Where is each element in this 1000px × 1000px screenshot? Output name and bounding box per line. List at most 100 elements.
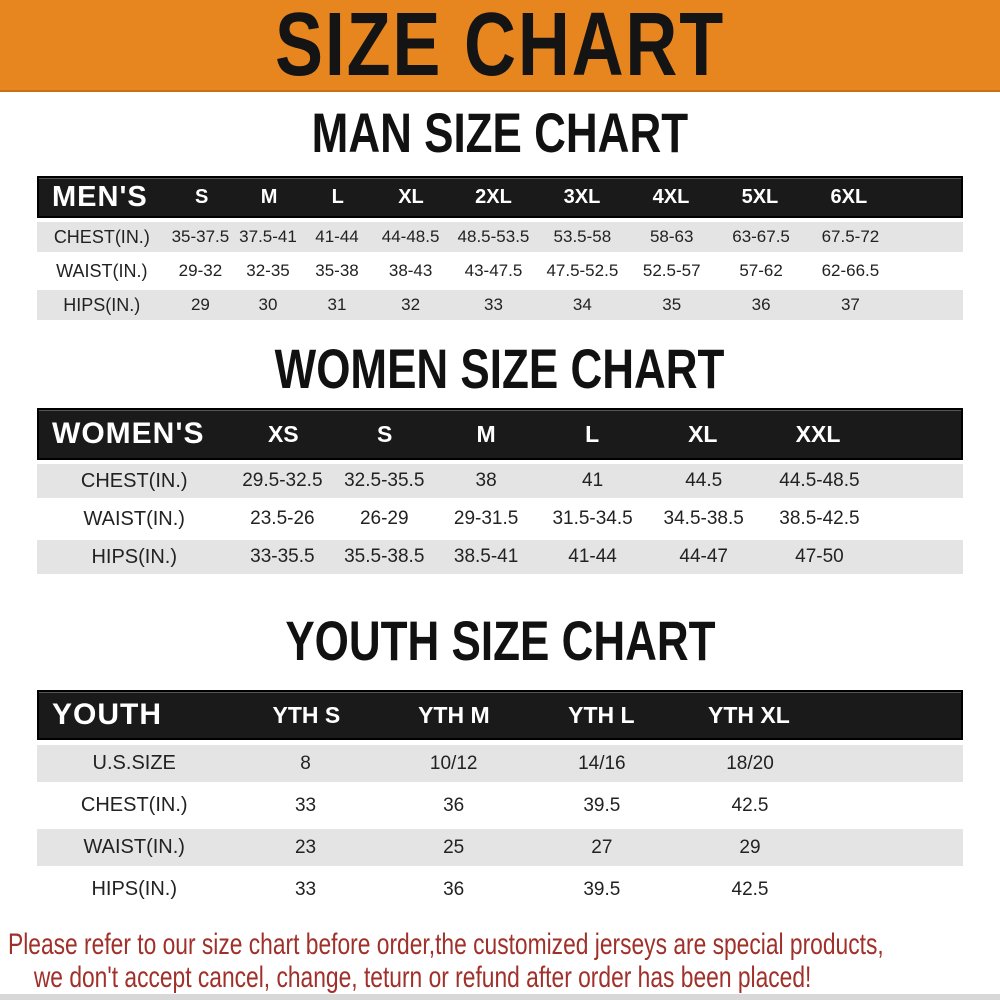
size-value-cell: 38-43 bbox=[388, 261, 433, 280]
size-value-cell: 33 bbox=[484, 295, 503, 314]
column-header-m: M bbox=[476, 420, 496, 447]
section-heading: YOUTH SIZE CHART bbox=[284, 609, 716, 673]
column-header-4xl: 4XL bbox=[652, 185, 690, 208]
column-header-yth-l: YTH L bbox=[568, 701, 635, 728]
size-value-cell: 35-37.5 bbox=[171, 227, 230, 246]
table-row-hips-in-: HIPS(IN.) 29 30 31 32 33 34 35 36 37 bbox=[37, 290, 963, 320]
size-value-cell: 14/16 bbox=[578, 752, 626, 774]
size-value-cell: 23 bbox=[294, 836, 317, 858]
column-header-xl: XL bbox=[688, 420, 718, 447]
size-value-cell: 29 bbox=[739, 836, 761, 858]
size-value-cell: 43-47.5 bbox=[464, 261, 523, 280]
size-value-cell: 44-47 bbox=[679, 546, 728, 567]
column-header-yth-xl: YTH XL bbox=[708, 701, 790, 728]
size-value-cell: 36 bbox=[443, 794, 465, 816]
size-value-cell: 57-62 bbox=[739, 261, 783, 280]
section-youth-size-chart: YOUTH SIZE CHART YOUTH YTH S YTH M YTH L YT… bbox=[37, 609, 963, 908]
banner-title: SIZE CHART bbox=[275, 0, 725, 95]
size-value-cell: 37.5-41 bbox=[239, 227, 297, 246]
table-row-waist-in-: WAIST(IN.) 29-32 32-35 35-38 38-43 43-47.5 47.… bbox=[37, 256, 963, 286]
section-heading: WOMEN SIZE CHART bbox=[275, 337, 725, 401]
table-row-chest-in-: CHEST(IN.) 33 36 39.5 42.5 bbox=[37, 787, 963, 824]
table-rows: U.S.SIZE 8 10/12 14/16 18/20 CHEST(IN.) 33 36 39… bbox=[37, 745, 963, 908]
size-value-cell: 10/12 bbox=[429, 752, 478, 774]
size-value-cell: 44-48.5 bbox=[381, 227, 440, 246]
row-label: HIPS(IN.) bbox=[91, 545, 177, 568]
size-value-cell: 58-63 bbox=[649, 227, 694, 246]
section-heading: MAN SIZE CHART bbox=[311, 101, 689, 165]
size-value-cell: 27 bbox=[591, 836, 613, 858]
table-row-chest-in-: CHEST(IN.) 29.5-32.5 32.5-35.5 38 41 44.5 44.5… bbox=[37, 464, 963, 498]
size-value-cell: 41 bbox=[582, 470, 604, 491]
row-label: WAIST(IN.) bbox=[56, 260, 148, 281]
size-value-cell: 39.5 bbox=[583, 878, 621, 900]
size-value-cell: 32 bbox=[401, 295, 421, 314]
size-value-cell: 41-44 bbox=[315, 227, 359, 246]
size-value-cell: 47-50 bbox=[795, 546, 844, 567]
column-header-yth-s: YTH S bbox=[272, 701, 341, 728]
size-value-cell: 38.5-42.5 bbox=[779, 508, 860, 529]
size-value-cell: 30 bbox=[258, 295, 278, 314]
size-value-cell: 23.5-26 bbox=[250, 508, 315, 529]
table-row-chest-in-: CHEST(IN.) 35-37.5 37.5-41 41-44 44-48.5 48.5… bbox=[37, 222, 963, 252]
size-value-cell: 36 bbox=[751, 295, 771, 314]
bottom-strip bbox=[0, 994, 1000, 1000]
column-header-2xl: 2XL bbox=[475, 185, 512, 208]
size-value-cell: 18/20 bbox=[726, 752, 774, 774]
table-header-label: WOMEN'S bbox=[52, 417, 205, 450]
size-value-cell: 38 bbox=[475, 470, 497, 491]
column-header-xl: XL bbox=[398, 185, 424, 208]
row-label: HIPS(IN.) bbox=[91, 878, 177, 900]
size-value-cell: 35-38 bbox=[315, 261, 359, 280]
size-value-cell: 63-67.5 bbox=[732, 227, 790, 246]
column-header-xxl: XXL bbox=[795, 420, 841, 447]
size-value-cell: 67.5-72 bbox=[821, 227, 880, 246]
table-rows: CHEST(IN.) 29.5-32.5 32.5-35.5 38 41 44.5 44.5… bbox=[37, 464, 963, 574]
column-header-yth-m: YTH M bbox=[418, 701, 490, 728]
size-value-cell: 35.5-38.5 bbox=[344, 546, 425, 567]
column-header-l: L bbox=[331, 185, 344, 208]
column-header-xs: XS bbox=[267, 420, 299, 447]
table-row-waist-in-: WAIST(IN.) 23 25 27 29 bbox=[37, 829, 963, 866]
column-header-3xl: 3XL bbox=[563, 185, 601, 208]
row-label: CHEST(IN.) bbox=[80, 469, 188, 492]
size-value-cell: 25 bbox=[443, 836, 465, 858]
size-value-cell: 31.5-34.5 bbox=[552, 508, 633, 529]
size-value-cell: 29-31.5 bbox=[453, 508, 519, 529]
size-value-cell: 34 bbox=[572, 295, 592, 314]
table-rows: CHEST(IN.) 35-37.5 37.5-41 41-44 44-48.5 48.5… bbox=[37, 222, 963, 320]
size-value-cell: 32-35 bbox=[246, 261, 290, 280]
table-header-bar: YOUTH YTH S YTH M YTH L YTH XL bbox=[37, 690, 963, 740]
size-value-cell: 29-32 bbox=[178, 261, 223, 280]
table-row-u-s-size: U.S.SIZE 8 10/12 14/16 18/20 bbox=[37, 745, 963, 782]
size-value-cell: 42.5 bbox=[731, 794, 769, 816]
size-value-cell: 33-35.5 bbox=[250, 546, 315, 567]
size-chart-banner: SIZE CHART bbox=[0, 0, 1000, 92]
size-value-cell: 8 bbox=[300, 752, 311, 774]
size-value-cell: 42.5 bbox=[731, 878, 769, 900]
section-women-size-chart: WOMEN SIZE CHART WOMEN'S XS S M L XL XXL CHES… bbox=[37, 337, 963, 574]
table-header-label: MEN'S bbox=[52, 180, 148, 213]
table-header-label: YOUTH bbox=[52, 698, 162, 731]
row-label: HIPS(IN.) bbox=[63, 294, 141, 315]
size-value-cell: 33 bbox=[294, 878, 317, 900]
column-header-6xl: 6XL bbox=[830, 185, 868, 208]
table-row-waist-in-: WAIST(IN.) 23.5-26 26-29 29-31.5 31.5-34.5 34… bbox=[37, 502, 963, 536]
table-row-hips-in-: HIPS(IN.) 33-35.5 35.5-38.5 38.5-41 41-44 44-… bbox=[37, 540, 963, 574]
size-value-cell: 37 bbox=[840, 295, 860, 314]
size-value-cell: 52.5-57 bbox=[642, 261, 701, 280]
row-label: CHEST(IN.) bbox=[80, 794, 188, 816]
row-label: U.S.SIZE bbox=[92, 752, 176, 774]
column-header-l: L bbox=[585, 420, 600, 447]
row-label: WAIST(IN.) bbox=[83, 507, 185, 530]
table-row-hips-in-: HIPS(IN.) 33 36 39.5 42.5 bbox=[37, 871, 963, 908]
size-value-cell: 31 bbox=[327, 295, 347, 314]
size-value-cell: 53.5-58 bbox=[553, 227, 612, 246]
column-header-s: S bbox=[377, 420, 393, 447]
row-label: WAIST(IN.) bbox=[83, 836, 185, 858]
table-header-bar: WOMEN'S XS S M L XL XXL bbox=[37, 408, 963, 460]
column-header-5xl: 5XL bbox=[741, 185, 779, 208]
size-value-cell: 41-44 bbox=[568, 546, 617, 567]
size-value-cell: 35 bbox=[662, 295, 682, 314]
sections-container: MAN SIZE CHART MEN'S S M L XL 2XL 3XL 4XL 5XL 6X… bbox=[0, 101, 1000, 908]
